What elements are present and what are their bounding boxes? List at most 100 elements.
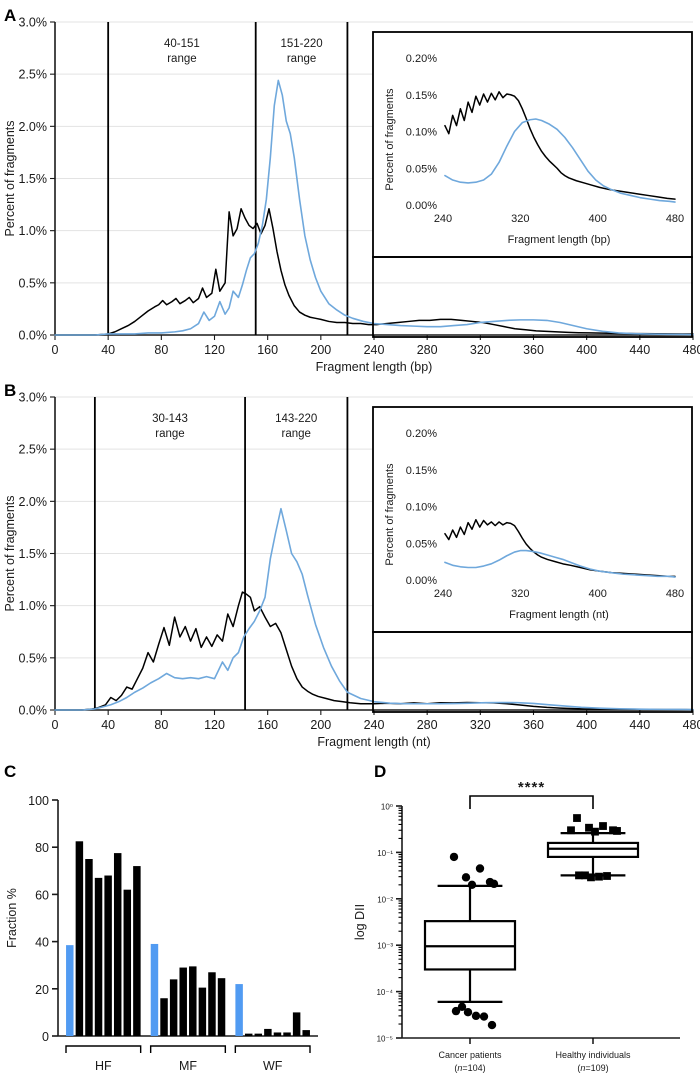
sample-size-label: (n=104) <box>454 1063 485 1073</box>
x-tick-label: 360 <box>523 718 544 732</box>
y-tick-label: 1.5% <box>19 172 48 186</box>
x-tick-label: 200 <box>310 343 331 357</box>
bar <box>244 1033 253 1036</box>
y-tick-label: 20 <box>35 983 49 997</box>
inset-lower-frame <box>372 256 693 338</box>
range-label-line2: range <box>282 428 311 440</box>
group-label: HF <box>95 1059 112 1073</box>
inset-x-tick-label: 320 <box>511 588 529 600</box>
bar <box>198 987 207 1036</box>
inset-x-tick-label: 240 <box>434 213 452 225</box>
y-tick-label: 3.0% <box>19 16 48 30</box>
category-label: Cancer patients <box>438 1050 502 1060</box>
inset-y-tick-label: 0.00% <box>406 200 437 212</box>
x-tick-label: 0 <box>52 718 59 732</box>
range-label-line1: 30-143 <box>152 413 188 425</box>
x-tick-label: 320 <box>470 343 491 357</box>
group-label: MF <box>179 1059 197 1073</box>
inset-y-tick-label: 0.10% <box>406 127 437 139</box>
x-tick-label: 400 <box>576 718 597 732</box>
bar <box>123 889 132 1036</box>
inset-x-tick-label: 320 <box>511 213 529 225</box>
bar <box>75 841 84 1036</box>
x-tick-label: 400 <box>576 343 597 357</box>
inset-y-tick-label: 0.05% <box>406 163 437 175</box>
range-label-line2: range <box>287 53 316 65</box>
group-label: WF <box>263 1059 283 1073</box>
sample-size-label: (n=109) <box>577 1063 608 1073</box>
x-tick-label: 480 <box>683 718 700 732</box>
outlier-point <box>479 1012 489 1021</box>
bar <box>66 945 74 1036</box>
y-tick-label: 40 <box>35 936 49 950</box>
inset-y-tick-label: 0.20% <box>406 428 437 440</box>
x-tick-label: 80 <box>154 718 168 732</box>
inset-y-tick-label: 0.10% <box>406 502 437 514</box>
inset-y-tick-label: 0.15% <box>406 90 437 102</box>
bar <box>179 967 187 1036</box>
x-tick-label: 280 <box>417 343 438 357</box>
inset-y-axis-title: Percent of fragments <box>384 463 396 566</box>
bar <box>302 1030 310 1036</box>
outlier-point <box>613 827 621 835</box>
outlier-point <box>591 827 599 836</box>
inset-x-tick-label: 400 <box>588 588 606 600</box>
outlier-point <box>595 872 603 881</box>
panel-a: A 0.0% 0.5% 1.0% 1.5% 2.0% 2.5% 3.0% 0 40 80 120 16… <box>0 0 700 375</box>
curve-black <box>54 591 694 711</box>
x-tick-label: 160 <box>257 343 278 357</box>
y-tick-label: 10⁻⁴ <box>376 988 393 997</box>
y-tick-label: 1.0% <box>19 224 48 238</box>
inset-x-tick-label: 400 <box>588 213 606 225</box>
range-label-line1: 40-151 <box>164 38 200 50</box>
x-tick-label: 120 <box>204 718 225 732</box>
panel-c: C 0 20 40 60 80 100 Fraction % HF MF WF <box>0 748 350 1090</box>
y-tick-label: 1.0% <box>19 599 48 613</box>
x-tick-label: 440 <box>629 718 650 732</box>
outlier-point <box>487 1020 497 1030</box>
inset-y-tick-label: 0.20% <box>406 53 437 65</box>
significance-label: **** <box>518 779 545 796</box>
x-tick-label: 480 <box>683 343 700 357</box>
panel-a-chart: 0.0% 0.5% 1.0% 1.5% 2.0% 2.5% 3.0% 0 40 80 120 160 2… <box>3 16 700 375</box>
panel-c-label: C <box>4 762 17 781</box>
curve-black <box>54 208 694 336</box>
y-tick-label: 100 <box>28 794 49 808</box>
outlier-point <box>451 1006 461 1016</box>
inset-x-axis-title: Fragment length (bp) <box>508 234 611 246</box>
outlier-point <box>575 871 583 880</box>
x-tick-label: 240 <box>364 718 385 732</box>
y-axis-title: Fraction % <box>5 888 19 948</box>
group-bracket <box>149 1045 227 1053</box>
y-tick-label: 10⁻⁵ <box>377 1035 393 1044</box>
box-iqr <box>546 841 640 858</box>
plot-area-C: 0 20 40 60 80 100 Fraction % HF MF WF <box>5 794 318 1073</box>
outlier-point <box>467 880 477 890</box>
bar <box>104 875 112 1036</box>
y-axis-title: log DII <box>353 904 367 940</box>
curve-blue <box>54 79 694 336</box>
bar <box>208 972 216 1036</box>
inset-A: 0.00% 0.05% 0.10% 0.15% 0.20% 240 320 400 480 Fra… <box>372 31 693 338</box>
outlier-point <box>567 826 575 835</box>
outlier-point <box>471 1011 481 1021</box>
outlier-point <box>603 872 611 880</box>
bar <box>217 978 226 1036</box>
x-tick-label: 440 <box>629 343 650 357</box>
inset-curve-black <box>444 91 676 200</box>
inset-lower-frame <box>372 631 693 713</box>
category-label: Healthy individuals <box>555 1050 631 1060</box>
y-tick-label: 2.5% <box>19 68 48 82</box>
panel-c-chart: 0 20 40 60 80 100 Fraction % HF MF WF <box>5 794 318 1073</box>
x-axis-title: Fragment length (nt) <box>317 735 430 749</box>
outlier-point <box>581 871 589 880</box>
y-tick-label: 0.5% <box>19 651 48 665</box>
bar <box>150 943 159 1036</box>
inset-background <box>372 406 693 633</box>
plot-area-D: 10⁻⁵ 10⁻⁴ 10⁻³ 10⁻² 10⁻¹ 10⁰ log DII Cancer pat… <box>353 779 680 1073</box>
group-bracket <box>65 1045 142 1053</box>
bar <box>94 877 103 1036</box>
bar <box>264 1028 272 1036</box>
y-tick-label: 2.0% <box>19 120 48 134</box>
panel-d-chart: 10⁻⁵ 10⁻⁴ 10⁻³ 10⁻² 10⁻¹ 10⁰ log DII Cancer pat… <box>353 779 680 1073</box>
